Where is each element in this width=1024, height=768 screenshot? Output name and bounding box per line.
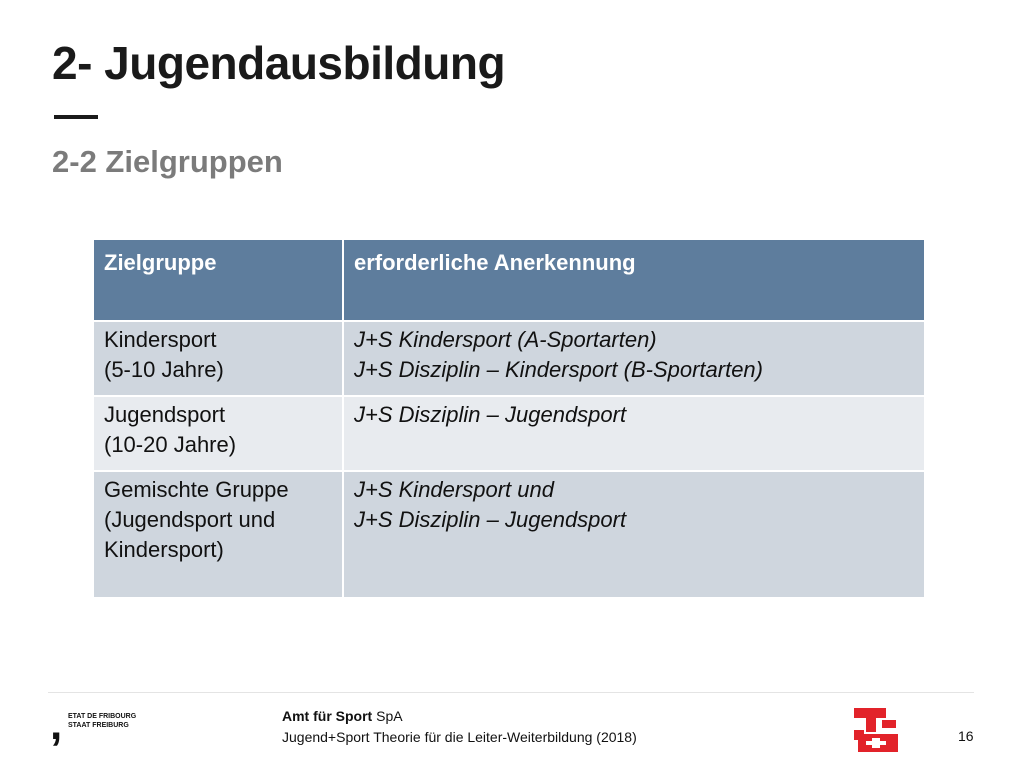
canton-comma-icon: , <box>50 700 63 749</box>
cell-line: (5-10 Jahre) <box>104 357 224 382</box>
canton-logo-line: STAAT FREIBURG <box>68 722 129 729</box>
cell-line: J+S Kindersport (A-Sportarten) <box>354 327 657 352</box>
cell-line: Kindersport) <box>104 537 224 562</box>
canton-logo-text: ETAT DE FRIBOURG STAAT FREIBURG <box>68 712 136 730</box>
footer-org-name: Amt für Sport <box>282 708 373 724</box>
page-number: 16 <box>958 728 974 744</box>
target-group-cell: Kindersport (5-10 Jahre) <box>92 320 344 397</box>
footer-org-suffix: SpA <box>372 708 403 724</box>
cell-line: Kindersport <box>104 327 217 352</box>
recognition-cell: J+S Kindersport (A-Sportarten) J+S Diszi… <box>342 320 926 397</box>
table-header-row: Zielgruppe erforderliche Anerkennung <box>92 238 926 322</box>
target-groups-table: Zielgruppe erforderliche Anerkennung Kin… <box>92 238 926 599</box>
footer-divider <box>48 692 974 693</box>
title-dash-divider <box>54 115 98 119</box>
canton-fribourg-logo: , ETAT DE FRIBOURG STAAT FREIBURG <box>50 700 150 750</box>
column-header-recognition: erforderliche Anerkennung <box>342 238 926 322</box>
table-row: Gemischte Gruppe (Jugendsport und Kinder… <box>92 470 926 599</box>
recognition-cell: J+S Disziplin – Jugendsport <box>342 395 926 472</box>
slide-subtitle: 2-2 Zielgruppen <box>52 144 283 179</box>
slide-title: 2- Jugendausbildung <box>52 37 506 89</box>
cell-line: J+S Disziplin – Jugendsport <box>354 507 627 532</box>
footer-org: Amt für Sport SpA <box>282 706 637 727</box>
column-header-target-group: Zielgruppe <box>92 238 344 322</box>
recognition-cell: J+S Kindersport und J+S Disziplin – Juge… <box>342 470 926 599</box>
cell-line: (10-20 Jahre) <box>104 432 237 457</box>
cell-line: Gemischte Gruppe <box>104 477 289 502</box>
table-row: Jugendsport (10-20 Jahre) J+S Disziplin … <box>92 395 926 472</box>
canton-logo-line: ETAT DE FRIBOURG <box>68 713 137 720</box>
target-group-cell: Gemischte Gruppe (Jugendsport und Kinder… <box>92 470 344 599</box>
jugend-sport-logo-icon <box>854 708 898 752</box>
target-group-cell: Jugendsport (10-20 Jahre) <box>92 395 344 472</box>
cell-line: J+S Kindersport und <box>354 477 554 502</box>
cell-line: J+S Disziplin – Kindersport (B-Sportarte… <box>354 357 763 382</box>
footer-text: Amt für Sport SpA Jugend+Sport Theorie f… <box>282 706 637 748</box>
table-row: Kindersport (5-10 Jahre) J+S Kindersport… <box>92 320 926 397</box>
cell-line: Jugendsport <box>104 402 226 427</box>
footer-course: Jugend+Sport Theorie für die Leiter-Weit… <box>282 729 637 745</box>
cell-line: J+S Disziplin – Jugendsport <box>354 402 627 427</box>
cell-line: (Jugendsport und <box>104 507 276 532</box>
